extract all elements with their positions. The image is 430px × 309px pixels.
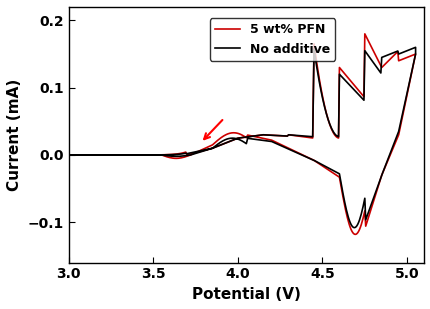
Legend: 5 wt% PFN, No additive: 5 wt% PFN, No additive — [209, 18, 335, 61]
No additive — [243, 141, 248, 145]
5 wt% PFN — [352, 232, 357, 236]
No additive — [278, 144, 283, 148]
5 wt% PFN — [187, 153, 193, 157]
5 wt% PFN — [358, 92, 363, 95]
No additive — [66, 153, 71, 157]
X-axis label: Potential (V): Potential (V) — [191, 287, 300, 302]
Line: No additive: No additive — [68, 47, 415, 228]
No additive — [358, 95, 363, 99]
5 wt% PFN — [334, 174, 339, 178]
No additive — [412, 45, 417, 49]
5 wt% PFN — [66, 153, 71, 157]
Line: 5 wt% PFN: 5 wt% PFN — [68, 34, 415, 234]
5 wt% PFN — [66, 153, 71, 157]
No additive — [187, 153, 193, 157]
Y-axis label: Current (mA): Current (mA) — [7, 79, 22, 191]
No additive — [66, 153, 71, 157]
5 wt% PFN — [361, 32, 366, 36]
5 wt% PFN — [243, 135, 248, 139]
5 wt% PFN — [384, 159, 390, 162]
No additive — [384, 157, 390, 161]
No additive — [334, 171, 339, 175]
No additive — [351, 226, 356, 230]
5 wt% PFN — [278, 143, 283, 147]
